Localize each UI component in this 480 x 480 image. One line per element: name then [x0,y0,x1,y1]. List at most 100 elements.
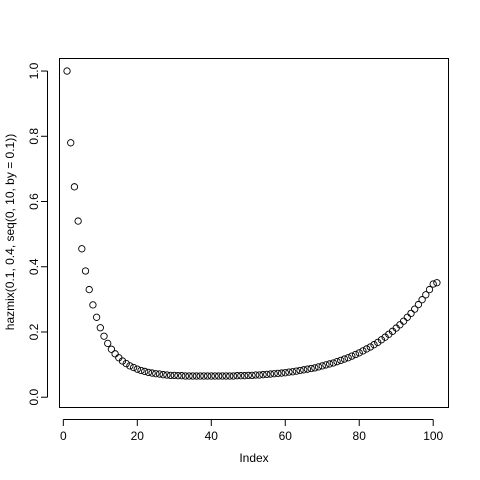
plot-frame [59,58,449,408]
x-tick-label: 20 [131,429,145,443]
data-point [111,350,119,358]
data-point [370,341,378,349]
data-point [137,366,145,375]
data-point [233,372,241,380]
data-point [70,183,79,191]
data-point [348,352,356,360]
data-point [407,309,415,318]
data-point [185,372,193,380]
data-point [351,350,360,359]
y-axis-title: hazmix(0.1, 0.4, seq(0, 10, by = 0.1)) [3,134,17,330]
data-point [314,363,323,371]
data-point [218,372,227,380]
data-point [141,367,149,376]
data-point [274,369,282,378]
data-point [281,369,289,377]
data-point [318,362,326,370]
data-point [85,285,93,294]
data-point [178,372,186,380]
data-point [133,365,141,373]
data-point [166,371,175,380]
x-axis: 0 20 40 60 80 100 [60,419,444,443]
data-point [266,370,275,378]
data-point [255,371,264,379]
data-point [92,313,101,321]
data-points [63,67,441,380]
y-tick-label: 0.0 [27,389,41,406]
data-point [159,371,167,379]
data-point [170,371,178,380]
data-point [403,313,411,321]
data-point [144,368,153,377]
x-tick-label: 60 [279,429,293,443]
data-point [263,370,271,379]
data-point [270,370,278,378]
data-point [192,372,201,380]
data-point [118,357,127,365]
data-point [229,372,238,380]
data-point [126,362,134,370]
data-point [414,300,423,309]
data-point [377,336,386,344]
y-tick-label: 0.4 [27,258,41,275]
data-point [303,365,312,373]
data-point [300,366,308,374]
data-point [196,372,204,380]
data-point [296,366,304,375]
data-point [289,368,297,376]
data-point [222,372,230,380]
x-tick-label: 100 [423,429,443,443]
data-point [181,372,190,380]
data-point [425,285,434,294]
data-point [78,245,86,253]
data-point [211,372,219,380]
data-point [277,369,286,377]
data-point [259,371,267,379]
data-point [322,361,330,369]
data-point [200,372,208,380]
data-point [340,355,349,363]
data-point [155,370,164,378]
data-point [333,358,341,366]
data-point [104,339,112,348]
data-point [67,139,75,147]
data-point [237,372,245,380]
data-point [411,305,419,313]
data-point [429,280,437,288]
data-point [422,291,430,299]
data-point [374,338,382,347]
data-point [359,347,367,355]
data-point [355,349,363,357]
data-point [311,364,319,372]
data-point [418,296,426,304]
y-tick-label: 0.6 [27,193,41,210]
data-point [148,369,156,377]
x-tick-label: 40 [205,429,219,443]
data-point [100,332,108,340]
data-point [189,372,197,380]
x-tick-label: 0 [60,429,67,443]
data-point [337,356,345,365]
data-point [74,217,82,225]
data-point [174,372,182,380]
data-point [307,364,315,373]
data-point [252,371,260,379]
data-point [325,360,334,368]
data-point [89,301,97,309]
data-point [244,371,252,380]
data-point [366,343,374,351]
data-point [399,317,408,325]
data-point [163,371,171,379]
data-point [248,371,256,380]
data-point [81,267,90,275]
data-point [96,324,104,332]
data-point [344,354,352,362]
x-tick-label: 80 [353,429,367,443]
data-point [215,372,223,380]
data-point [285,368,293,376]
y-axis: 0.0 0.2 0.4 0.6 0.8 1.0 [27,62,48,406]
data-point [107,345,116,353]
data-point [362,345,371,353]
data-point [240,372,249,380]
